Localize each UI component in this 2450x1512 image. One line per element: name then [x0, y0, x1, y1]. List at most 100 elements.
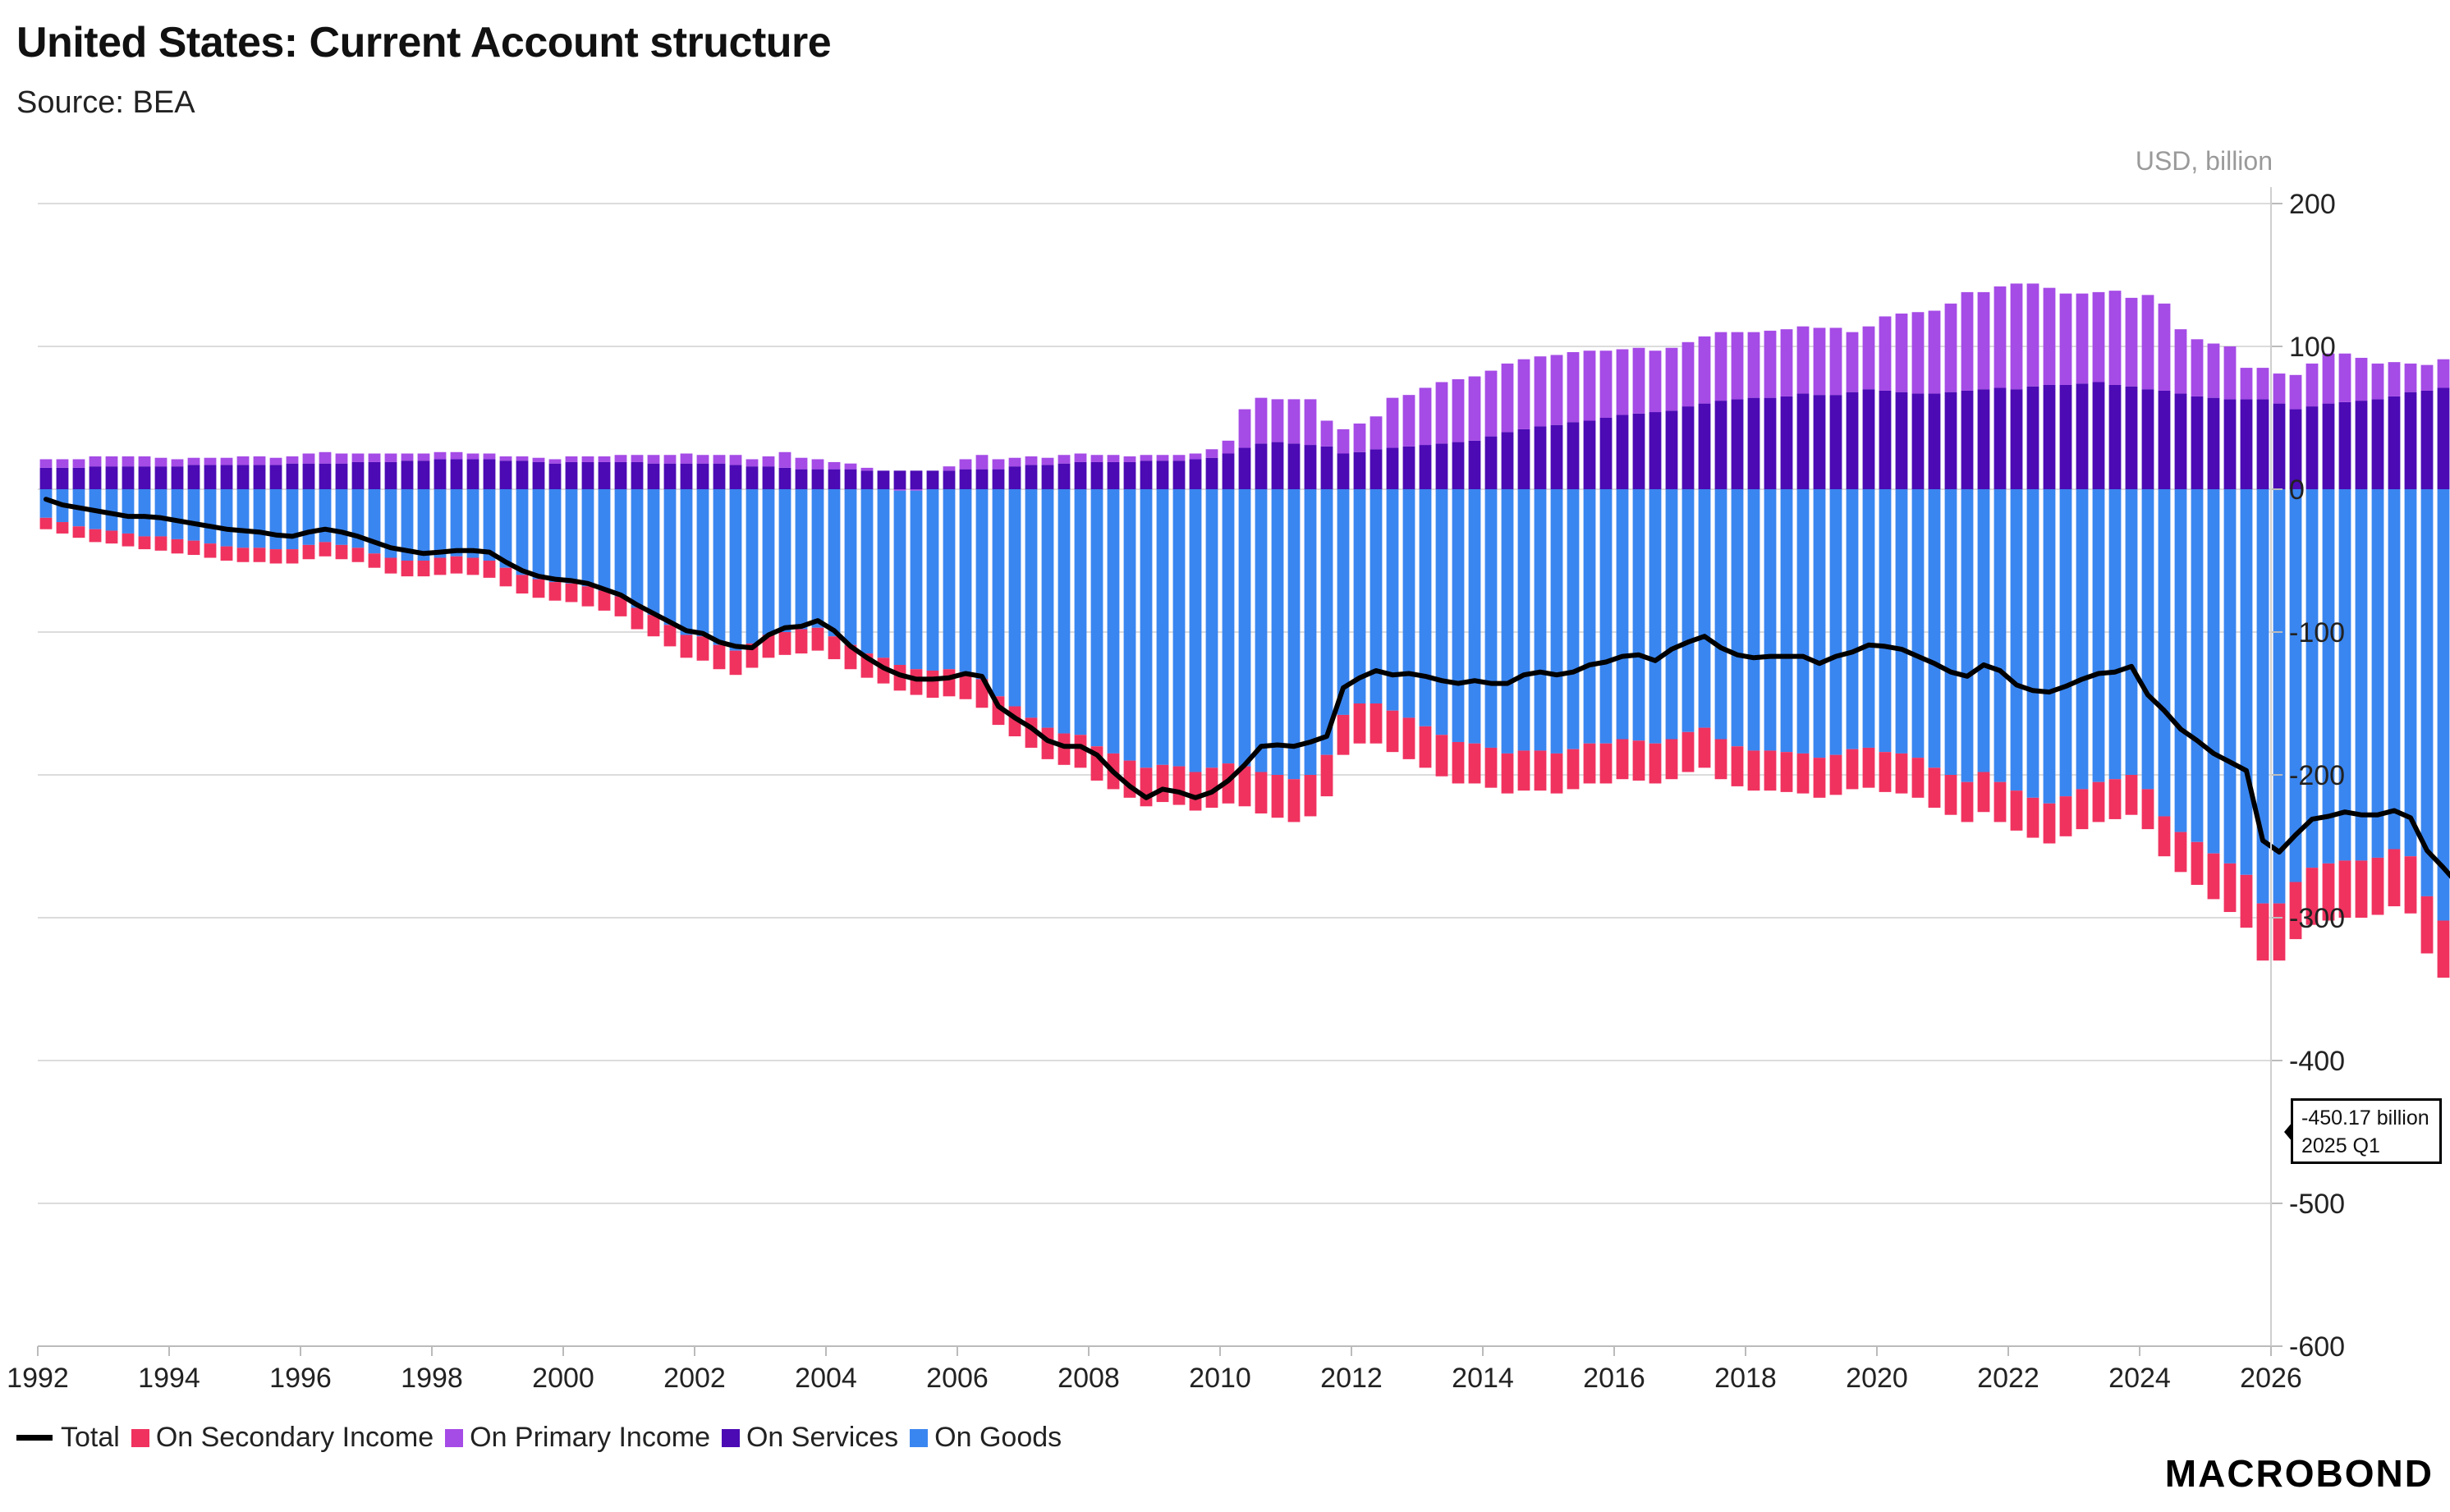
bar-services	[746, 466, 759, 489]
bar-services	[2043, 384, 2056, 489]
bar-primary	[1189, 453, 1202, 460]
bar-secondary	[532, 579, 545, 598]
bar-secondary	[2420, 896, 2434, 954]
bar-services	[647, 463, 660, 489]
bar-goods	[598, 489, 611, 591]
bar-goods	[1271, 489, 1284, 775]
bar-services	[1172, 460, 1186, 489]
bar-secondary	[1287, 779, 1301, 822]
bar-services	[335, 463, 348, 489]
bar-services	[2388, 396, 2401, 489]
bar-secondary	[2174, 832, 2187, 873]
bar-services	[614, 461, 627, 489]
bar-services	[910, 470, 923, 489]
callout-pointer	[2284, 1122, 2292, 1142]
bar-goods	[795, 489, 808, 630]
bar-services	[1304, 445, 1317, 489]
bar-goods	[1337, 489, 1350, 715]
bar-secondary	[762, 635, 775, 658]
bar-secondary	[1140, 767, 1153, 807]
bar-goods	[1041, 489, 1054, 728]
bar-secondary	[1238, 766, 1251, 807]
bar-primary	[499, 456, 512, 461]
bar-secondary	[548, 582, 562, 601]
bar-goods	[1632, 489, 1645, 741]
x-tick-label: 2012	[1320, 1363, 1383, 1394]
bar-services	[1698, 403, 1711, 489]
bar-primary	[384, 453, 397, 462]
bar-services	[2026, 386, 2039, 489]
bar-services	[302, 463, 315, 489]
bar-primary	[1205, 449, 1218, 458]
primary-swatch-icon	[445, 1428, 464, 1447]
bar-services	[1287, 443, 1301, 489]
bar-services	[1419, 445, 1432, 489]
bar-services	[1649, 412, 1662, 489]
bar-goods	[1140, 489, 1153, 768]
bar-services	[1238, 447, 1251, 489]
bar-primary	[1386, 397, 1399, 448]
bar-services	[401, 460, 414, 489]
bar-primary	[1337, 428, 1350, 454]
bar-goods	[1813, 489, 1826, 758]
bar-goods	[335, 489, 348, 545]
bar-goods	[2404, 489, 2417, 857]
bar-primary	[631, 455, 644, 462]
bar-primary	[269, 457, 282, 465]
bar-services	[516, 460, 529, 489]
bar-secondary	[1911, 758, 1925, 798]
legend-label-total: Total	[61, 1422, 120, 1453]
bar-primary	[466, 453, 479, 460]
bar-primary	[434, 451, 447, 460]
bar-services	[105, 466, 118, 489]
bar-services	[1452, 442, 1465, 489]
bar-primary	[2092, 291, 2105, 383]
bar-secondary	[1501, 753, 1514, 794]
bar-primary	[1140, 455, 1153, 461]
bar-goods	[1731, 489, 1744, 747]
bar-primary	[2158, 303, 2171, 391]
bar-primary	[286, 456, 299, 464]
bar-secondary	[1846, 749, 1859, 790]
bar-services	[860, 470, 874, 489]
bar-services	[1550, 424, 1563, 489]
bar-services	[2338, 401, 2351, 489]
bar-goods	[893, 490, 906, 666]
total-line	[44, 497, 2450, 879]
x-tick-label: 2006	[926, 1363, 989, 1394]
bar-primary	[204, 457, 217, 465]
x-tick-label: 2010	[1189, 1363, 1251, 1394]
bar-services	[778, 467, 791, 489]
bar-goods	[2420, 489, 2434, 896]
bar-services	[1090, 461, 1103, 489]
bar-services	[319, 463, 332, 489]
bar-services	[2240, 399, 2253, 489]
services-swatch-icon	[721, 1428, 740, 1447]
bar-secondary	[2125, 775, 2138, 815]
bar-goods	[1238, 489, 1251, 767]
bar-secondary	[1895, 753, 1908, 794]
bar-services	[2289, 409, 2302, 489]
bar-services	[1682, 406, 1695, 489]
x-tick-label: 1992	[7, 1363, 69, 1394]
bar-secondary	[89, 529, 102, 543]
bar-secondary	[795, 629, 808, 654]
bar-services	[2191, 396, 2204, 489]
bar-services	[1714, 401, 1727, 489]
legend-label-secondary: On Secondary Income	[155, 1422, 434, 1453]
bar-primary	[663, 455, 677, 464]
bar-goods	[1714, 489, 1727, 740]
bar-goods	[39, 489, 53, 518]
bar-secondary	[1928, 767, 1941, 809]
bar-secondary	[2404, 856, 2417, 914]
bar-primary	[319, 451, 332, 464]
bar-secondary	[39, 517, 53, 529]
bar-primary	[2388, 362, 2401, 396]
bar-goods	[1764, 489, 1777, 751]
bar-secondary	[1764, 750, 1777, 791]
bar-services	[384, 461, 397, 489]
bar-secondary	[1714, 739, 1727, 780]
bar-goods	[122, 489, 135, 534]
bar-primary	[1074, 453, 1087, 462]
y-tick-label: -500	[2289, 1189, 2345, 1220]
